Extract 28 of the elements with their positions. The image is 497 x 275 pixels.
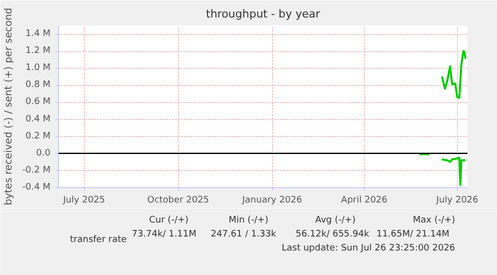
y-tick-label: 1.2 M bbox=[26, 46, 51, 56]
x-tick-label: July 2025 bbox=[62, 196, 106, 206]
x-tick-label: July 2026 bbox=[435, 196, 479, 206]
text: 56.12k/ 655.94k bbox=[296, 230, 370, 240]
y-tick-label: -0.2 M bbox=[22, 165, 50, 176]
x-tick-label: April 2026 bbox=[341, 196, 388, 206]
text: Max (-/+) bbox=[412, 216, 456, 226]
y-tick-label: 0.0 bbox=[36, 148, 51, 158]
text: transfer rate bbox=[70, 235, 127, 245]
y-tick-label: 1.4 M bbox=[26, 29, 51, 40]
y-tick-label: 1.0 M bbox=[26, 63, 51, 74]
y-tick-label: -0.4 M bbox=[22, 182, 50, 192]
y-axis-title: bytes received (-) / sent (+) per second bbox=[3, 8, 14, 206]
text: 11.65M/ 21.14M bbox=[376, 230, 450, 240]
text: Cur (-/+) bbox=[149, 216, 189, 226]
y-tick-label: 0.4 M bbox=[26, 114, 51, 124]
text: Last update: Sun Jul 26 23:25:00 2026 bbox=[282, 244, 456, 254]
y-tick-label: 0.2 M bbox=[26, 131, 51, 142]
text: Min (-/+) bbox=[228, 216, 268, 226]
text: Avg (-/+) bbox=[315, 216, 356, 226]
x-tick-label: October 2025 bbox=[147, 196, 210, 206]
text: 247.61 / 1.33k bbox=[210, 230, 278, 240]
y-tick-label: 0.6 M bbox=[26, 97, 51, 108]
y-tick-label: 0.8 M bbox=[26, 80, 51, 90]
chart-title: throughput - by year bbox=[206, 8, 320, 20]
text: 73.74k/ 1.11M bbox=[132, 230, 196, 240]
x-tick-label: January 2026 bbox=[241, 196, 302, 206]
line-series bbox=[440, 50, 466, 99]
